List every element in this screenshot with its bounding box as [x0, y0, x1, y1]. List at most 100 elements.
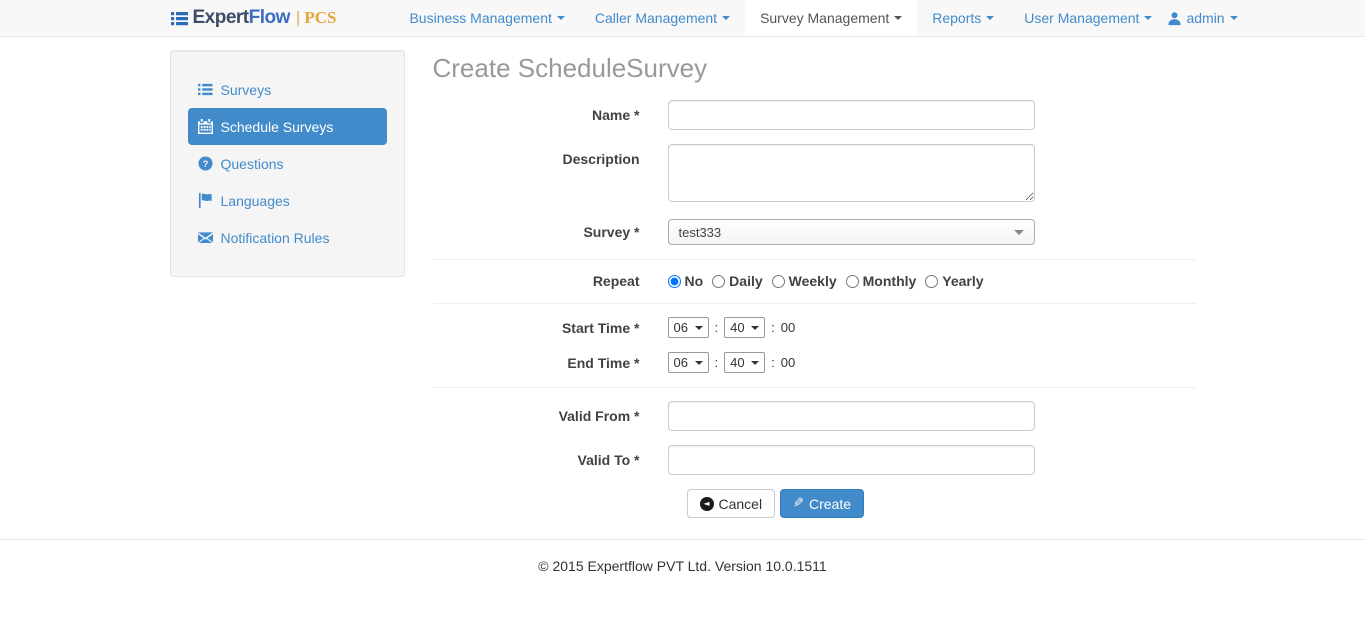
time-separator: :: [714, 355, 719, 370]
nav-label: User Management: [1024, 10, 1140, 26]
main-nav: Business Management Caller Management Su…: [394, 0, 1167, 36]
end-time-label: End Time *: [567, 354, 640, 371]
name-row: Name *: [433, 100, 1196, 130]
create-button-label: Create: [809, 495, 852, 512]
chevron-down-icon: [722, 16, 731, 20]
chevron-down-icon: [556, 16, 565, 20]
section-divider: [432, 259, 1196, 260]
footer-text: © 2015 Expertflow PVT Ltd. Version 10.0.…: [538, 558, 827, 574]
top-navbar: Expert Flow | PCS Business Management Cal…: [0, 0, 1365, 37]
expertflow-logo-icon: [170, 9, 189, 28]
sidebar-item-questions[interactable]: ? Questions: [188, 145, 387, 182]
repeat-option-daily[interactable]: Daily: [712, 273, 763, 289]
repeat-radio-daily[interactable]: [712, 274, 726, 288]
valid-from-row: Valid From *: [433, 401, 1196, 431]
valid-to-row: Valid To *: [433, 445, 1196, 475]
user-name: admin: [1186, 10, 1225, 26]
valid-from-label: Valid From *: [558, 408, 640, 424]
time-separator: :: [714, 320, 719, 335]
flag-icon: [198, 193, 214, 208]
nav-label: Caller Management: [594, 10, 718, 26]
user-icon: [1167, 11, 1182, 26]
chevron-down-icon: [751, 360, 760, 365]
sidebar-item-label: Schedule Surveys: [220, 118, 334, 135]
svg-text:?: ?: [203, 159, 209, 169]
cancel-button[interactable]: ◄ Cancel: [686, 489, 776, 518]
sidebar-item-label: Languages: [220, 192, 290, 209]
nav-label: Survey Management: [760, 10, 890, 26]
chevron-down-icon: [986, 16, 995, 20]
repeat-option-weekly[interactable]: Weekly: [771, 273, 837, 289]
brand-expert: Expert: [192, 7, 250, 28]
valid-to-label: Valid To *: [577, 452, 640, 468]
start-minute-select[interactable]: 40: [724, 317, 766, 338]
radio-label: Weekly: [788, 273, 837, 289]
user-menu[interactable]: admin: [1167, 10, 1238, 26]
start-time-label: Start Time *: [561, 319, 640, 336]
survey-select[interactable]: test333: [667, 219, 1035, 245]
repeat-radio-weekly[interactable]: [771, 274, 785, 288]
envelope-icon: [198, 230, 214, 245]
radio-label: No: [684, 273, 704, 289]
survey-row: Survey * test333: [433, 219, 1196, 245]
brand-separator: |: [295, 8, 301, 27]
nav-reports[interactable]: Reports: [917, 0, 1009, 36]
end-minute-value: 40: [730, 355, 745, 370]
brand-logo[interactable]: Expert Flow | PCS: [170, 0, 347, 36]
start-hour-value: 06: [673, 320, 688, 335]
repeat-option-monthly[interactable]: Monthly: [845, 273, 917, 289]
end-hour-value: 06: [673, 355, 688, 370]
footer: © 2015 Expertflow PVT Ltd. Version 10.0.…: [0, 539, 1365, 574]
sidebar-item-label: Questions: [220, 155, 284, 172]
nav-survey-management[interactable]: Survey Management: [745, 0, 918, 36]
section-divider: [432, 303, 1196, 304]
chevron-down-icon: [694, 360, 703, 365]
repeat-option-yearly[interactable]: Yearly: [925, 273, 984, 289]
create-button[interactable]: ✎ Create: [780, 489, 865, 518]
survey-selected-value: test333: [678, 224, 722, 240]
sidebar-item-schedule-surveys[interactable]: Schedule Surveys: [187, 108, 387, 145]
page-title: Create ScheduleSurvey: [432, 53, 708, 83]
chevron-down-icon: [1013, 229, 1024, 235]
cancel-button-label: Cancel: [718, 495, 763, 512]
start-time-row: Start Time * 06 : 40 : 00: [433, 317, 1196, 338]
question-circle-icon: ?: [198, 156, 214, 171]
sidebar-item-label: Notification Rules: [220, 229, 330, 246]
chevron-down-icon: [751, 325, 760, 330]
radio-label: Monthly: [862, 273, 917, 289]
radio-label: Daily: [729, 273, 763, 289]
repeat-option-no[interactable]: No: [667, 273, 704, 289]
repeat-radio-yearly[interactable]: [925, 274, 939, 288]
repeat-radio-monthly[interactable]: [845, 274, 859, 288]
list-icon: [198, 82, 214, 97]
chevron-down-icon: [1144, 16, 1153, 20]
sidebar-item-languages[interactable]: Languages: [188, 182, 387, 219]
repeat-radio-no[interactable]: [667, 274, 681, 288]
nav-label: Business Management: [409, 10, 552, 26]
end-minute-select[interactable]: 40: [724, 352, 766, 373]
chevron-down-icon: [694, 325, 703, 330]
nav-business-management[interactable]: Business Management: [394, 0, 579, 36]
name-input[interactable]: [667, 100, 1035, 130]
nav-label: Reports: [932, 10, 982, 26]
end-time-row: End Time * 06 : 40 : 00: [433, 352, 1196, 373]
start-seconds-value: 00: [780, 320, 796, 335]
chevron-down-icon: [894, 16, 903, 20]
start-hour-select[interactable]: 06: [667, 317, 709, 338]
description-row: Description: [433, 144, 1196, 205]
end-seconds-value: 00: [780, 355, 796, 370]
description-textarea[interactable]: [667, 144, 1035, 202]
end-hour-select[interactable]: 06: [667, 352, 709, 373]
sidebar-item-notification-rules[interactable]: Notification Rules: [188, 219, 387, 256]
sidebar-item-label: Surveys: [220, 81, 272, 98]
sidebar-item-surveys[interactable]: Surveys: [188, 71, 387, 108]
valid-from-input[interactable]: [667, 401, 1035, 431]
description-label: Description: [562, 151, 640, 167]
time-separator: :: [771, 355, 775, 370]
valid-to-input[interactable]: [667, 445, 1035, 475]
sidebar: Surveys Schedule Surveys: [169, 50, 405, 277]
nav-user-management[interactable]: User Management: [1009, 0, 1167, 36]
nav-caller-management[interactable]: Caller Management: [580, 0, 745, 36]
name-label: Name *: [592, 107, 640, 123]
repeat-label: Repeat: [592, 273, 640, 289]
